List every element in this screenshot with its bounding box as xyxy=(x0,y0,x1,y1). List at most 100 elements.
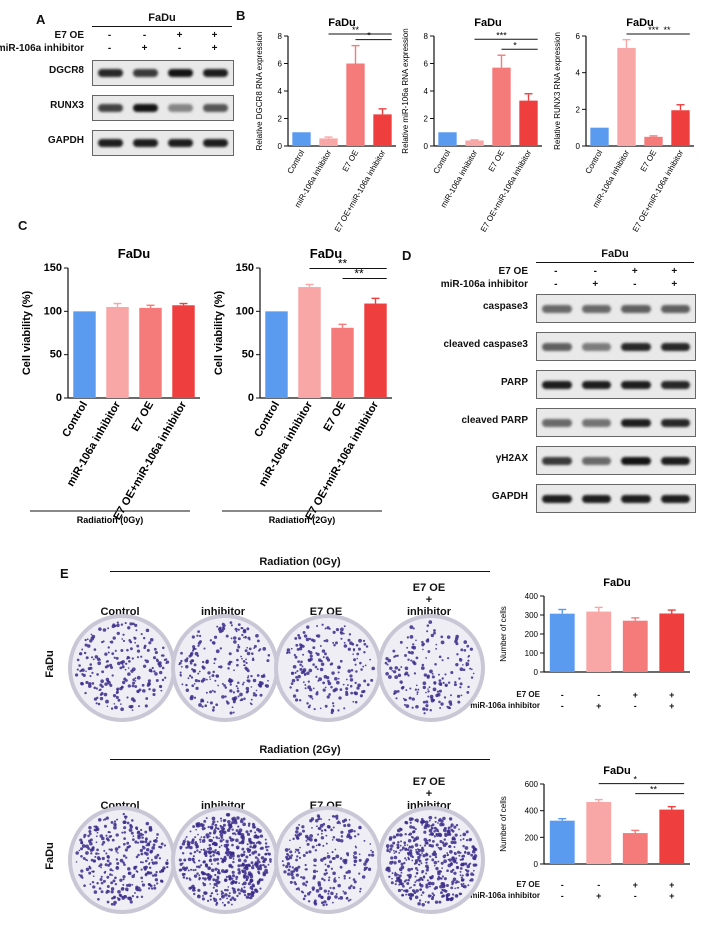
colony xyxy=(384,661,388,665)
colony xyxy=(458,854,461,857)
colony xyxy=(108,862,112,866)
colony xyxy=(415,639,417,642)
condition-sign: + xyxy=(669,891,675,901)
colony xyxy=(453,860,457,864)
colony xyxy=(369,843,372,845)
protein-band xyxy=(581,342,611,351)
condition-label: miR-106a inhibitor xyxy=(0,43,84,54)
colony xyxy=(340,627,344,632)
colony xyxy=(88,826,92,830)
colony xyxy=(182,876,186,879)
colony-dish xyxy=(377,614,485,722)
colony xyxy=(440,877,443,880)
colony xyxy=(425,704,429,708)
colony xyxy=(229,683,232,686)
protein-band xyxy=(98,104,123,112)
colony xyxy=(294,671,297,674)
colony xyxy=(397,668,401,672)
colony xyxy=(236,894,239,898)
colony xyxy=(421,846,424,850)
colony xyxy=(352,700,355,703)
colony xyxy=(221,695,225,699)
colony xyxy=(326,854,331,859)
y-tick-label: 0 xyxy=(56,392,62,404)
colony xyxy=(104,652,108,656)
colony xyxy=(235,878,238,881)
colony xyxy=(332,704,335,708)
colony xyxy=(190,676,194,679)
colony xyxy=(243,664,245,667)
colony xyxy=(419,883,424,888)
significance-label: ** xyxy=(354,266,364,280)
colony xyxy=(134,840,138,844)
colony xyxy=(93,890,98,894)
colony xyxy=(236,648,239,651)
colony xyxy=(425,657,427,659)
colony xyxy=(459,667,464,672)
colony xyxy=(400,862,404,866)
colony xyxy=(144,659,147,662)
colony xyxy=(188,674,192,677)
colony xyxy=(129,825,134,829)
colony xyxy=(116,661,121,666)
colony xyxy=(366,866,369,869)
colony xyxy=(444,673,447,676)
colony xyxy=(141,683,145,687)
colony xyxy=(392,670,397,674)
colony xyxy=(226,848,229,851)
colony xyxy=(315,675,318,678)
colony xyxy=(162,654,165,657)
colony xyxy=(243,636,245,639)
colony xyxy=(100,881,104,885)
colony xyxy=(197,630,200,634)
protein-band xyxy=(542,342,572,351)
colony xyxy=(142,846,146,850)
colony xyxy=(350,668,354,672)
colony xyxy=(125,883,129,887)
colony xyxy=(194,679,199,683)
colony xyxy=(353,835,357,838)
colony xyxy=(457,700,461,704)
colony xyxy=(258,648,262,651)
colony xyxy=(148,641,152,645)
colony xyxy=(406,881,410,885)
colony xyxy=(296,647,300,651)
colony xyxy=(438,700,441,704)
colony xyxy=(450,840,455,845)
colony xyxy=(464,862,468,866)
colony xyxy=(285,855,289,859)
colony xyxy=(439,840,443,844)
colony xyxy=(315,692,319,696)
colony xyxy=(422,681,427,686)
colony xyxy=(86,638,89,641)
condition-sign: - xyxy=(633,891,637,901)
colony xyxy=(137,841,140,844)
colony xyxy=(411,645,415,649)
colony xyxy=(399,640,403,644)
colony xyxy=(397,859,401,863)
blot-title-line xyxy=(536,262,694,263)
colony xyxy=(119,666,123,670)
colony xyxy=(442,854,446,859)
colony xyxy=(319,707,322,710)
blot-strip xyxy=(536,332,696,361)
bar xyxy=(319,138,338,146)
colony xyxy=(247,636,251,640)
colony xyxy=(117,845,121,849)
colony xyxy=(470,878,474,882)
colony xyxy=(440,635,444,639)
colony xyxy=(144,872,148,876)
colony xyxy=(214,867,218,871)
colony xyxy=(243,850,246,854)
colony xyxy=(162,646,165,650)
colony xyxy=(400,882,404,886)
colony xyxy=(213,882,217,887)
colony xyxy=(100,679,104,683)
colony xyxy=(150,858,153,861)
colony xyxy=(292,664,297,669)
colony xyxy=(148,687,151,691)
colony xyxy=(74,673,79,677)
colony xyxy=(437,860,440,863)
protein-band xyxy=(133,104,158,112)
